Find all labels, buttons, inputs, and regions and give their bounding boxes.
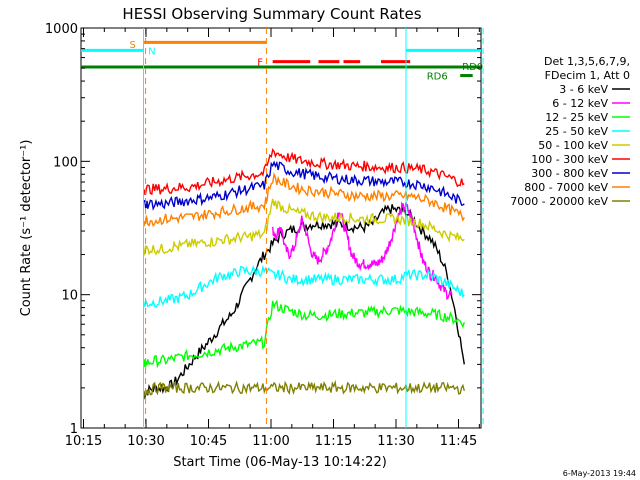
annotation-label: S: [129, 40, 135, 51]
legend-entry-label: 3 - 6 keV: [559, 83, 608, 96]
y-tick-label: 1000: [45, 22, 78, 37]
legend-entry-label: 7000 - 20000 keV: [510, 195, 608, 208]
y-tick-label: 100: [53, 155, 78, 170]
footer-date: 6-May-2013 19:44: [563, 469, 636, 478]
x-tick-label: 10:45: [190, 434, 227, 449]
series-line-7: [142, 160, 465, 211]
legend-header: FDecim 1, Att 0: [545, 69, 630, 82]
series-line-2: [272, 201, 453, 300]
series-line-6: [142, 148, 465, 196]
y-tick-label: 10: [61, 289, 78, 304]
annotation-label: RD6: [427, 72, 448, 83]
x-tick-label: 11:30: [377, 434, 414, 449]
legend-header: Det 1,3,5,6,7,9,: [544, 55, 630, 68]
x-axis-label: Start Time (06-May-13 10:14:22): [173, 455, 387, 470]
annotations: S N F RD0 RD6: [129, 40, 483, 83]
y-axis-label: Count Rate (s⁻¹ detector⁻¹): [19, 140, 34, 317]
x-tick-label: 11:45: [440, 434, 477, 449]
legend-entry-label: 25 - 50 keV: [545, 125, 608, 138]
legend-entry-label: 50 - 100 keV: [538, 139, 608, 152]
legend-entry-label: 100 - 300 keV: [531, 153, 608, 166]
annotation-label: F: [257, 58, 263, 69]
event-lines: [143, 28, 484, 428]
x-tick-label: 10:30: [127, 434, 164, 449]
x-tick-label: 11:15: [315, 434, 352, 449]
series-line-8: [143, 172, 465, 228]
annotation-label: N: [148, 46, 155, 57]
x-tick-label: 11:00: [252, 434, 289, 449]
y-tick-label: 1: [70, 422, 78, 437]
x-tick-label: 10:15: [65, 434, 102, 449]
axis-ticks: 1 10 100 1000 10:15 10:30 10:45 11:00 11:15 11:30…: [45, 22, 481, 449]
legend-entry-label: 800 - 7000 keV: [524, 181, 608, 194]
flag-bars: [81, 40, 481, 78]
series-line-3: [143, 299, 465, 369]
series-line-5: [142, 198, 465, 257]
legend-entry-label: 300 - 800 keV: [531, 167, 608, 180]
legend-entry-label: 6 - 12 keV: [552, 97, 608, 110]
annotation-label: RD0: [462, 62, 483, 73]
chart-title: HESSI Observing Summary Count Rates: [122, 5, 421, 23]
plot-border: [80, 27, 482, 429]
series-line-4: [142, 264, 465, 309]
plot-frame: [80, 27, 482, 429]
series-line-9: [142, 379, 465, 398]
legend: Det 1,3,5,6,7,9,FDecim 1, Att 03 - 6 keV…: [510, 55, 630, 208]
legend-entry-label: 12 - 25 keV: [545, 111, 608, 124]
series-lines: [142, 148, 465, 400]
